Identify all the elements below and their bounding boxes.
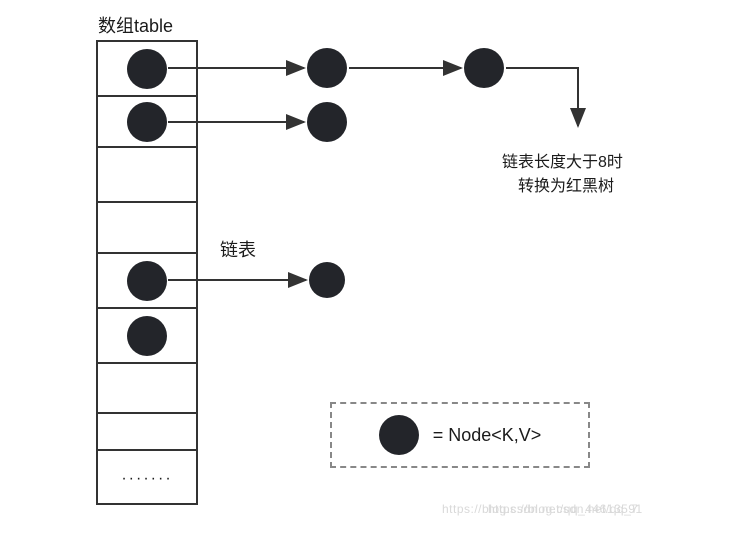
linked-node: [464, 48, 504, 88]
diagram-stage: { "type": "structure-diagram", "canvas":…: [0, 0, 753, 533]
array-node: [127, 49, 167, 89]
arrow-elbow: [506, 68, 578, 126]
legend-box: = Node<K,V>: [330, 402, 590, 468]
array-cell: [98, 309, 196, 364]
array-cell: [98, 42, 196, 97]
linked-list-label: 链表: [220, 236, 256, 262]
array-cell: [98, 414, 196, 451]
array-node: [127, 316, 167, 356]
array-node: [127, 261, 167, 301]
linked-node: [309, 262, 345, 298]
ellipsis-text: ·······: [121, 470, 172, 488]
legend-text: = Node<K,V>: [433, 425, 542, 446]
linked-node: [307, 102, 347, 142]
tree-note-line2: 转换为红黑树: [518, 172, 614, 196]
tree-note-line1: 链表长度大于8时: [502, 148, 623, 172]
legend-node-icon: [379, 415, 419, 455]
array-table: ·······: [96, 40, 198, 505]
array-title: 数组table: [98, 12, 173, 38]
array-cell: [98, 203, 196, 254]
array-node: [127, 102, 167, 142]
array-cell: [98, 148, 196, 203]
array-cell: ·······: [98, 451, 196, 507]
linked-node: [307, 48, 347, 88]
watermark-text: https://blog.csdn.net/qq_7: [488, 502, 638, 516]
array-cell: [98, 254, 196, 309]
array-cell: [98, 364, 196, 414]
array-cell: [98, 97, 196, 148]
